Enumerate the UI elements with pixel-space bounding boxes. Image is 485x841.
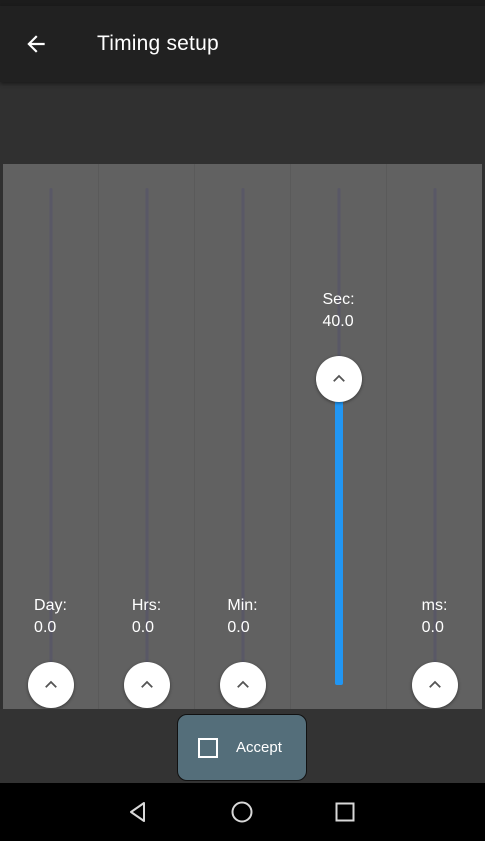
chevron-up-icon bbox=[428, 680, 441, 688]
status-bar bbox=[0, 0, 485, 6]
slider-unit: ms: bbox=[421, 597, 448, 614]
slider-column-sec: Sec: 40.0 bbox=[291, 164, 387, 709]
nav-back-button[interactable] bbox=[118, 792, 158, 832]
slider-column-min: Min: 0.0 bbox=[195, 164, 291, 709]
slider-value: 0.0 bbox=[131, 619, 155, 636]
slider-column-ms: ms: 0.0 bbox=[387, 164, 482, 709]
chevron-up-icon bbox=[332, 374, 345, 382]
slider-unit: Min: bbox=[227, 597, 258, 614]
slider-label: Min: 0.0 bbox=[227, 595, 257, 639]
chevron-up-icon bbox=[44, 680, 57, 688]
slider-fill bbox=[334, 379, 343, 685]
slider-thumb-ms[interactable] bbox=[411, 662, 458, 708]
slider-value: 40.0 bbox=[322, 313, 354, 330]
slider-track[interactable] bbox=[433, 188, 436, 684]
nav-home-button[interactable] bbox=[222, 792, 262, 832]
slider-column-day: Day: 0.0 bbox=[3, 164, 99, 709]
slider-column-hrs: Hrs: 0.0 bbox=[99, 164, 195, 709]
slider-label: Hrs: 0.0 bbox=[132, 595, 161, 639]
slider-thumb-hrs[interactable] bbox=[123, 662, 170, 708]
slider-value: 0.0 bbox=[421, 619, 444, 636]
slider-panel: Day: 0.0 Hrs: 0.0 Min: 0.0 Sec: bbox=[3, 164, 482, 709]
slider-track[interactable] bbox=[241, 188, 244, 684]
nav-recents-button[interactable] bbox=[325, 792, 365, 832]
accept-label: Accept bbox=[236, 739, 282, 756]
accept-checkbox[interactable] bbox=[198, 737, 218, 758]
square-recents-icon bbox=[335, 802, 355, 822]
slider-label: Sec: 40.0 bbox=[322, 289, 354, 333]
accept-button[interactable]: Accept bbox=[177, 714, 307, 781]
slider-thumb-min[interactable] bbox=[219, 662, 266, 708]
slider-value: 0.0 bbox=[34, 619, 57, 636]
triangle-back-icon bbox=[130, 802, 145, 822]
arrow-left-icon bbox=[27, 35, 45, 53]
slider-unit: Hrs: bbox=[131, 597, 162, 614]
circle-home-icon bbox=[231, 801, 253, 823]
slider-unit: Sec: bbox=[322, 291, 355, 308]
page-title: Timing setup bbox=[97, 32, 219, 55]
chevron-up-icon bbox=[236, 680, 249, 688]
back-button[interactable] bbox=[14, 22, 58, 66]
app-bar: Timing setup bbox=[0, 6, 485, 82]
slider-track[interactable] bbox=[49, 188, 52, 684]
system-nav-bar bbox=[0, 783, 485, 841]
slider-unit: Day: bbox=[34, 597, 67, 614]
slider-thumb-sec[interactable] bbox=[315, 356, 362, 402]
chevron-up-icon bbox=[140, 680, 153, 688]
slider-label: Day: 0.0 bbox=[34, 595, 67, 639]
slider-value: 0.0 bbox=[227, 619, 250, 636]
slider-thumb-day[interactable] bbox=[27, 662, 74, 708]
slider-track[interactable] bbox=[145, 188, 148, 684]
slider-label: ms: 0.0 bbox=[422, 595, 448, 639]
